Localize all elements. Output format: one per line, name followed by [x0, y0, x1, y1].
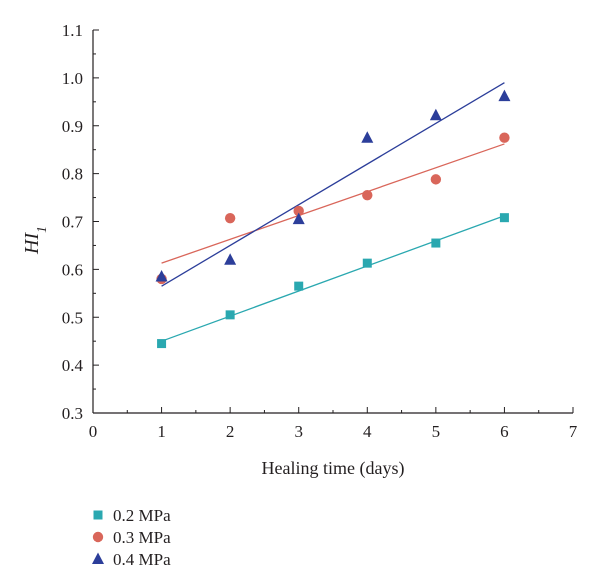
legend-marker-triangle [92, 552, 104, 564]
x-axis-title: Healing time (days) [262, 458, 405, 479]
fit-line-triangle [161, 82, 505, 287]
data-point-circle [293, 205, 304, 217]
axes: 0.3 0.4 0.5 0.6 0.7 0.8 0.9 1.0 1.1 0 1 2 3 4 5 6 7 [62, 21, 578, 441]
data-point-triangle [224, 253, 237, 265]
x-tick-label: 7 [569, 422, 578, 441]
y-tick-label: 0.9 [62, 117, 83, 136]
x-tick-label: 2 [226, 422, 235, 441]
legend: 0.2 MPa 0.3 MPa 0.4 MPa [92, 506, 171, 569]
data-point-square [294, 281, 304, 291]
y-axis-title-subscript: 1 [35, 226, 50, 233]
y-tick-label: 1.1 [62, 21, 83, 40]
legend-label: 0.4 MPa [113, 550, 171, 569]
y-tick-label: 1.0 [62, 69, 83, 88]
legend-marker-square [93, 510, 103, 520]
fit-line-circle [161, 143, 505, 264]
x-tick-label: 4 [363, 422, 372, 441]
data-points [155, 89, 511, 349]
data-point-circle [224, 212, 236, 224]
data-point-square [431, 238, 441, 248]
data-point-triangle [429, 108, 442, 121]
fit-lines [161, 82, 505, 342]
y-tick-label: 0.4 [62, 356, 84, 375]
data-point-square [362, 258, 372, 268]
fit-line-square [161, 215, 505, 342]
y-tick-label: 0.8 [62, 165, 83, 184]
x-tick-label: 5 [432, 422, 441, 441]
x-tick-label: 6 [500, 422, 509, 441]
y-axis-title: HI1 [21, 226, 50, 255]
y-tick-label: 0.6 [62, 260, 83, 279]
data-point-circle [430, 174, 442, 185]
y-axis-title-main: HI [21, 232, 43, 255]
legend-label: 0.3 MPa [113, 528, 171, 547]
data-point-triangle [498, 89, 511, 102]
data-point-square [157, 339, 167, 349]
data-point-triangle [292, 212, 305, 225]
data-point-triangle [361, 131, 374, 143]
y-tick-label: 0.3 [62, 404, 83, 423]
y-tick-label: 0.5 [62, 308, 83, 327]
x-tick-label: 0 [89, 422, 98, 441]
data-point-circle [499, 132, 510, 143]
x-tick-label: 1 [157, 422, 166, 441]
legend-marker-circle [92, 531, 104, 543]
y-tick-label: 0.7 [62, 213, 84, 232]
data-point-circle [362, 189, 373, 201]
x-tick-label: 3 [294, 422, 303, 441]
data-point-square [499, 213, 509, 223]
data-point-triangle [155, 270, 168, 282]
data-point-square [225, 310, 235, 320]
legend-label: 0.2 MPa [113, 506, 171, 525]
